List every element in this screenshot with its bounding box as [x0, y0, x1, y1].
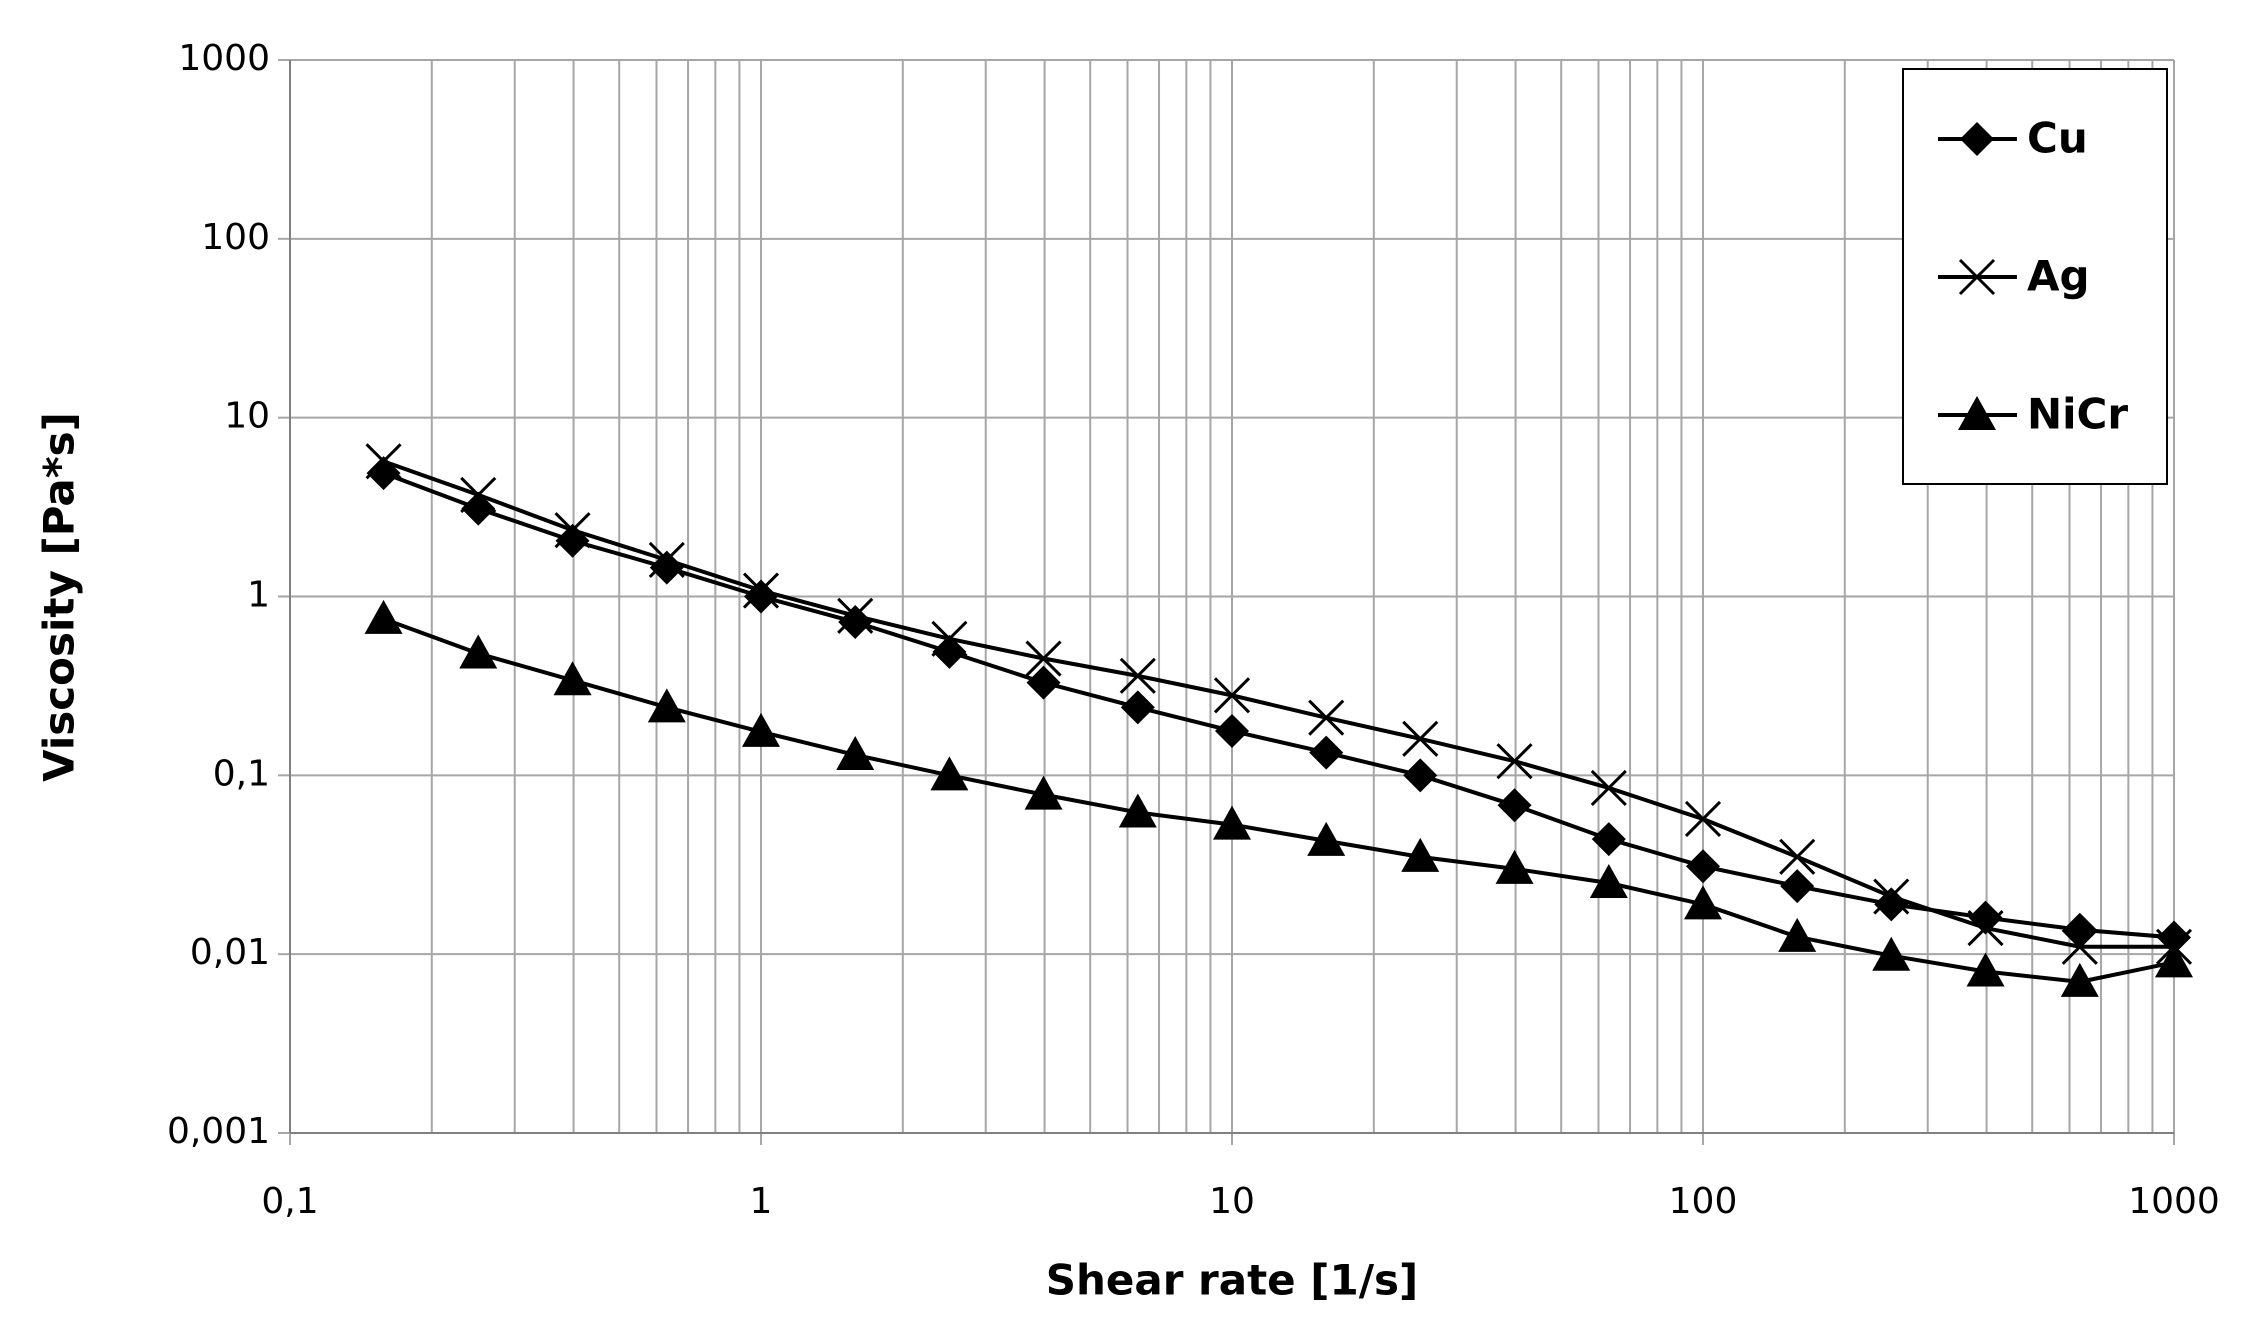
- x-tick-label: 1: [750, 1181, 773, 1222]
- data-point: [1213, 677, 1251, 714]
- legend-marker: [1958, 258, 1996, 296]
- data-point: [1873, 878, 1910, 915]
- data-point: [2062, 912, 2097, 947]
- data-point: [1025, 640, 1062, 677]
- data-point: [932, 634, 967, 669]
- y-tick-label: 0,01: [190, 932, 270, 973]
- legend-marker: [1958, 396, 1996, 430]
- data-point: [1118, 793, 1157, 828]
- data-point: [2155, 943, 2193, 978]
- data-point: [1402, 720, 1439, 757]
- series-line: [382, 616, 2175, 984]
- data-point: [1779, 838, 1816, 875]
- data-point: [1966, 952, 2005, 987]
- data-point: [1401, 837, 1440, 872]
- y-tick-label: 1000: [178, 38, 270, 79]
- y-tick-label: 0,1: [213, 753, 270, 794]
- data-point: [1024, 775, 1063, 810]
- data-point: [1874, 887, 1909, 922]
- data-point: [1119, 657, 1156, 694]
- data-point: [1967, 909, 2004, 947]
- x-tick-label: 100: [1669, 1181, 1738, 1222]
- data-point: [648, 541, 685, 579]
- y-tick-label: 0,001: [167, 1111, 270, 1152]
- data-point: [1684, 800, 1722, 838]
- data-point: [1120, 690, 1155, 725]
- series-line: [382, 459, 2174, 949]
- data-point: [1872, 936, 1911, 971]
- data-point: [1496, 743, 1533, 780]
- data-point: [1307, 821, 1346, 856]
- data-point: [1026, 665, 1061, 700]
- data-point: [459, 634, 498, 669]
- x-tick-label: 0,1: [261, 1181, 318, 1222]
- x-tick-label: 1000: [2128, 1181, 2220, 1222]
- legend-marker: [1960, 122, 1994, 156]
- data-point: [742, 572, 780, 609]
- data-point: [647, 688, 686, 723]
- data-point: [364, 599, 403, 634]
- data-point: [742, 712, 780, 747]
- data-point: [930, 756, 969, 791]
- data-point: [460, 476, 497, 513]
- data-point: [1309, 735, 1344, 770]
- data-point: [553, 661, 592, 696]
- data-point: [838, 605, 873, 640]
- x-axis-title: Shear rate [1/s]: [1046, 1256, 1419, 1305]
- y-axis-title: Viscosity [Pa*s]: [35, 412, 84, 782]
- y-tick-label: 1: [247, 575, 270, 616]
- data-point: [1591, 822, 1626, 857]
- data-point: [365, 443, 402, 480]
- x-tick-label: 10: [1209, 1181, 1255, 1222]
- data-point: [554, 512, 591, 549]
- legend-label: NiCr: [2027, 390, 2128, 439]
- data-point: [1686, 849, 1720, 884]
- series-line: [382, 471, 2175, 940]
- data-point: [1497, 788, 1532, 823]
- data-point: [1780, 869, 1815, 904]
- data-point: [2060, 962, 2099, 997]
- data-point: [1589, 864, 1628, 899]
- data-point: [1308, 699, 1345, 736]
- legend-label: Ag: [2027, 252, 2090, 301]
- data-point: [1495, 849, 1534, 884]
- data-point: [1213, 805, 1251, 840]
- y-tick-label: 10: [224, 396, 270, 437]
- legend-label: Cu: [2027, 114, 2088, 163]
- data-point: [837, 597, 874, 634]
- data-point: [836, 735, 875, 770]
- data-point: [1590, 769, 1627, 807]
- data-point: [1403, 758, 1438, 793]
- data-point: [1684, 885, 1722, 920]
- data-point: [931, 620, 968, 657]
- y-tick-label: 100: [201, 217, 270, 258]
- data-point: [1215, 713, 1249, 748]
- data-point: [2061, 928, 2098, 965]
- data-point: [1778, 917, 1817, 952]
